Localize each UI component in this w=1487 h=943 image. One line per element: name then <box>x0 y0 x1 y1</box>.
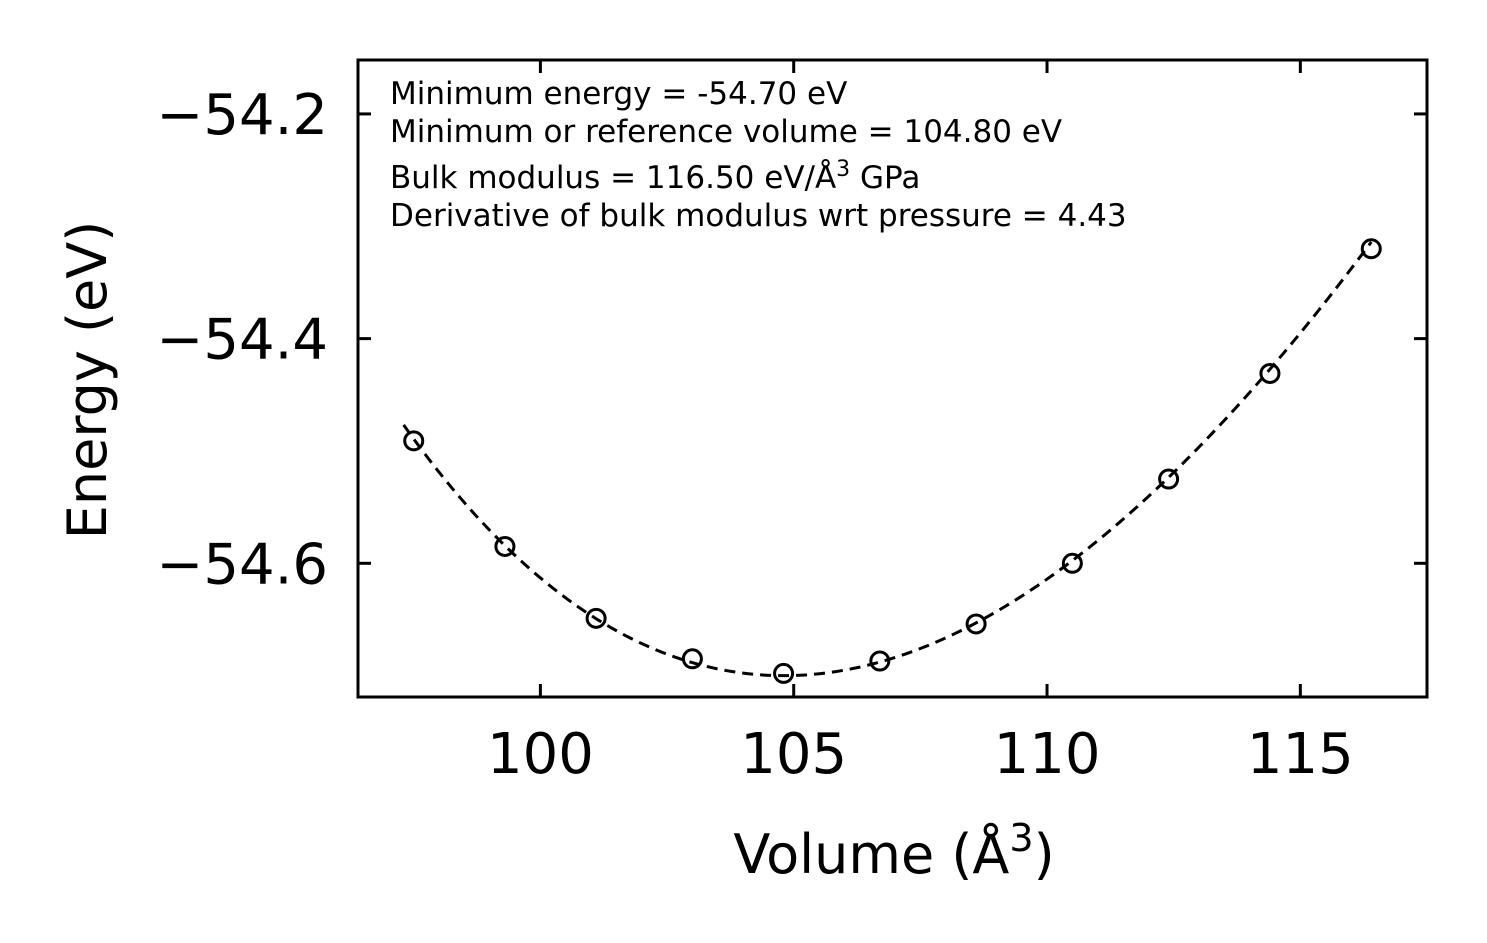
data-point <box>869 650 891 672</box>
bulk-modulus-unit: GPa <box>850 160 920 196</box>
data-point <box>585 607 607 629</box>
bulk-modulus-sup: 3 <box>836 157 850 182</box>
y-axis-label: Energy (eV) <box>56 221 119 540</box>
x-tick-label: 110 <box>994 722 1101 787</box>
fit-curve <box>402 241 1373 678</box>
x-axis-label-close: ) <box>1034 823 1055 886</box>
data-point <box>965 613 987 635</box>
y-tick-label: −54.2 <box>156 83 328 148</box>
data-point <box>494 535 516 557</box>
data-point <box>1061 552 1083 574</box>
x-tick-label: 100 <box>487 722 594 787</box>
data-point <box>403 430 425 452</box>
x-axis-label-sup: 3 <box>1009 816 1033 860</box>
ticks-layer: 100 105 110 115 −54.2 −54.4 −54.6 <box>156 60 1427 787</box>
annotation-bulk-modulus: Bulk modulus = 116.50 eV/Å3 GPa <box>390 157 920 196</box>
plot-frame <box>356 58 1429 699</box>
y-tick-label: −54.4 <box>156 308 328 373</box>
annotation-min-energy: Minimum energy = -54.70 eV <box>390 76 847 112</box>
x-tick-label: 115 <box>1247 722 1354 787</box>
annotation-bulk-derivative: Derivative of bulk modulus wrt pressure … <box>390 198 1127 234</box>
y-tick-label: −54.6 <box>156 532 328 597</box>
annotation-box: Minimum energy = -54.70 eV Minimum or re… <box>390 76 1127 234</box>
x-tick-label: 105 <box>740 722 847 787</box>
annotation-min-volume: Minimum or reference volume = 104.80 eV <box>390 114 1062 150</box>
data-point <box>1360 238 1382 260</box>
data-point <box>681 648 703 670</box>
data-markers-layer <box>403 238 1382 684</box>
x-axis-label: Volume (Å3) <box>733 816 1054 886</box>
data-point <box>773 662 795 684</box>
x-axis-label-text: Volume (Å <box>733 822 1009 886</box>
data-point <box>1259 362 1281 384</box>
fit-curve-layer <box>402 241 1373 678</box>
data-point <box>1158 468 1180 490</box>
bulk-modulus-text: Bulk modulus = 116.50 eV/Å <box>390 160 836 196</box>
